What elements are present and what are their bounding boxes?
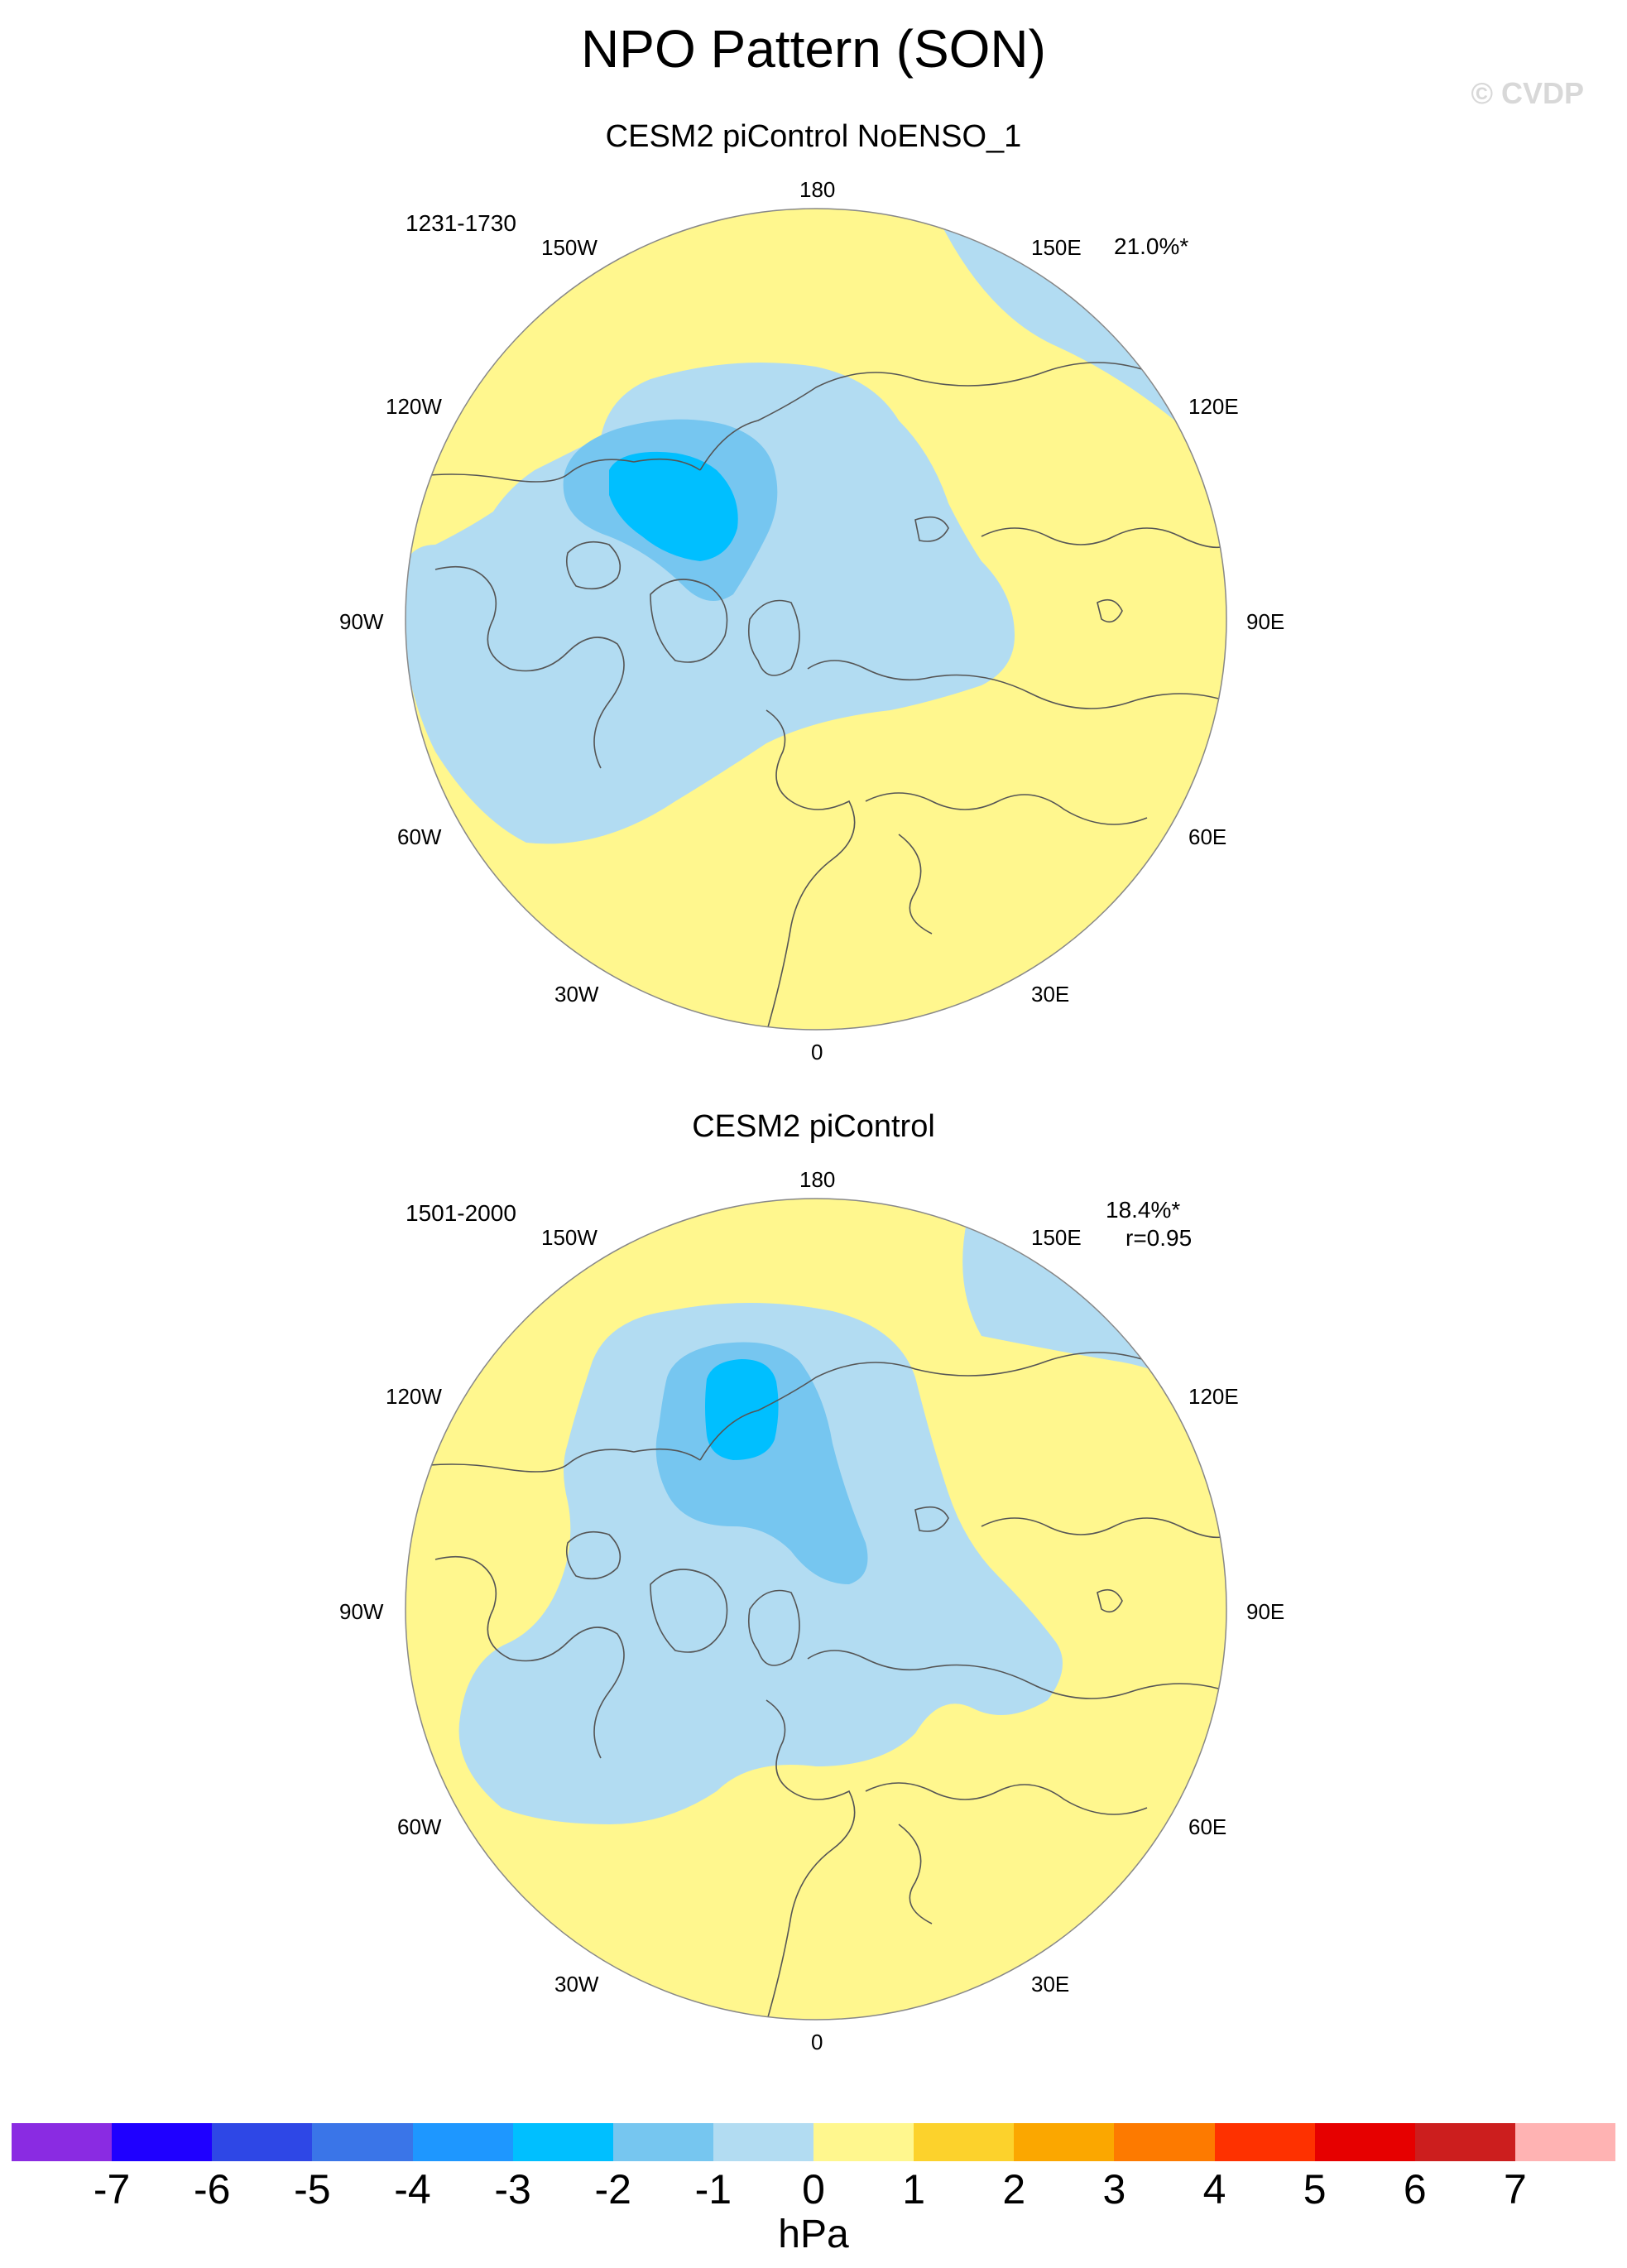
colorbar-swatch (612, 2123, 713, 2161)
panel-2-correlation: r=0.95 (1125, 1225, 1193, 1251)
panel-2-lon-60w: 60W (397, 1814, 442, 1839)
panel-2-lon-30e: 30E (1031, 1972, 1070, 1997)
panel-2-lon-180: 180 (799, 1167, 836, 1192)
colorbar-swatch (1114, 2123, 1215, 2161)
colorbar-swatch (312, 2123, 413, 2161)
panel-2-lon-90e: 90E (1246, 1599, 1285, 1624)
panel-2-lon-150e: 150E (1031, 1225, 1082, 1250)
panel-2-variance: 18.4%* (1106, 1197, 1181, 1223)
panel-1-title: CESM2 piControl NoENSO_1 (605, 119, 1022, 154)
colorbar-swatch (814, 2123, 914, 2161)
panel-1-lon-120w: 120W (386, 394, 442, 419)
colorbar-tick-label: 2 (1002, 2166, 1026, 2213)
colorbar-swatch (212, 2123, 313, 2161)
panel-1-lon-60e: 60E (1188, 824, 1227, 849)
panel-1-years: 1231-1730 (406, 210, 516, 236)
colorbar-tick-label: -2 (594, 2166, 631, 2213)
panel-1-lon-120e: 120E (1188, 394, 1239, 419)
colorbar-tick-label: 0 (802, 2166, 825, 2213)
colorbar-swatch (412, 2123, 513, 2161)
panel-2-years: 1501-2000 (406, 1200, 516, 1226)
colorbar-tick-label: 4 (1202, 2166, 1226, 2213)
cvdp-watermark: © CVDP (1471, 76, 1584, 110)
panel-2-lon-120e: 120E (1188, 1384, 1239, 1409)
panel-2-lon-90w: 90W (339, 1599, 384, 1624)
colorbar-swatch (713, 2123, 814, 2161)
colorbar-tick-label: -7 (93, 2166, 131, 2213)
colorbar-tick-label: -4 (394, 2166, 431, 2213)
panel-1-coastlines (406, 362, 1226, 1030)
panel-1-map-border (405, 208, 1227, 1031)
colorbar-tick-label: 7 (1503, 2166, 1527, 2213)
colorbar-swatch (1514, 2123, 1615, 2161)
panel-2-contour-minus1 (458, 1303, 1063, 1824)
colorbar-swatch (1014, 2123, 1115, 2161)
colorbar-tick-label: -5 (294, 2166, 331, 2213)
panel-1-lon-90e: 90E (1246, 609, 1285, 634)
colorbar-unit-label: hPa (778, 2213, 849, 2256)
colorbar-tick-label: -3 (494, 2166, 531, 2213)
panel-2-lon-0: 0 (811, 2030, 823, 2054)
panel-1-contour-minus3 (609, 451, 738, 561)
panel-1-lon-60w: 60W (397, 824, 442, 849)
panel-1-contour-minus1 (406, 363, 1015, 844)
panel-2-lon-120w: 120W (386, 1384, 442, 1409)
colorbar-swatch (12, 2123, 113, 2161)
panel-1-lon-90w: 90W (339, 609, 384, 634)
panel-1-lon-0: 0 (811, 1040, 823, 1064)
colorbar-tick-label: 3 (1102, 2166, 1126, 2213)
panel-1-variance: 21.0%* (1114, 233, 1189, 259)
panel-2-lon-150w: 150W (541, 1225, 598, 1250)
panel-2-contour-minus3 (705, 1359, 779, 1460)
panel-1-lon-30w: 30W (554, 982, 599, 1007)
panel-2-map-border (405, 1198, 1227, 2021)
colorbar-tick-label: 5 (1303, 2166, 1327, 2213)
colorbar-swatch (1214, 2123, 1315, 2161)
colorbar-tick-label: 1 (902, 2166, 926, 2213)
panel-1-lon-30e: 30E (1031, 982, 1070, 1007)
colorbar-swatch (1314, 2123, 1415, 2161)
panel-2-title: CESM2 piControl (692, 1109, 935, 1144)
panel-1-lon-150e: 150E (1031, 235, 1082, 260)
colorbar (12, 2123, 1615, 2161)
panel-1-polar-map (405, 208, 1227, 1031)
colorbar-tick-label: -1 (694, 2166, 732, 2213)
panel-2-lon-30w: 30W (554, 1972, 599, 1997)
panel-1-lon-150w: 150W (541, 235, 598, 260)
panel-2-polar-map (405, 1198, 1227, 2021)
panel-2-lon-60e: 60E (1188, 1814, 1227, 1839)
colorbar-tick-label: 6 (1403, 2166, 1427, 2213)
colorbar-swatch (1414, 2123, 1515, 2161)
colorbar-tick-label: -6 (194, 2166, 231, 2213)
colorbar-swatch (112, 2123, 213, 2161)
colorbar-swatch (914, 2123, 1015, 2161)
figure-title: NPO Pattern (SON) (581, 19, 1046, 79)
colorbar-swatch (512, 2123, 613, 2161)
panel-2-coastlines (406, 1352, 1226, 2020)
panel-1-lon-180: 180 (799, 177, 836, 202)
